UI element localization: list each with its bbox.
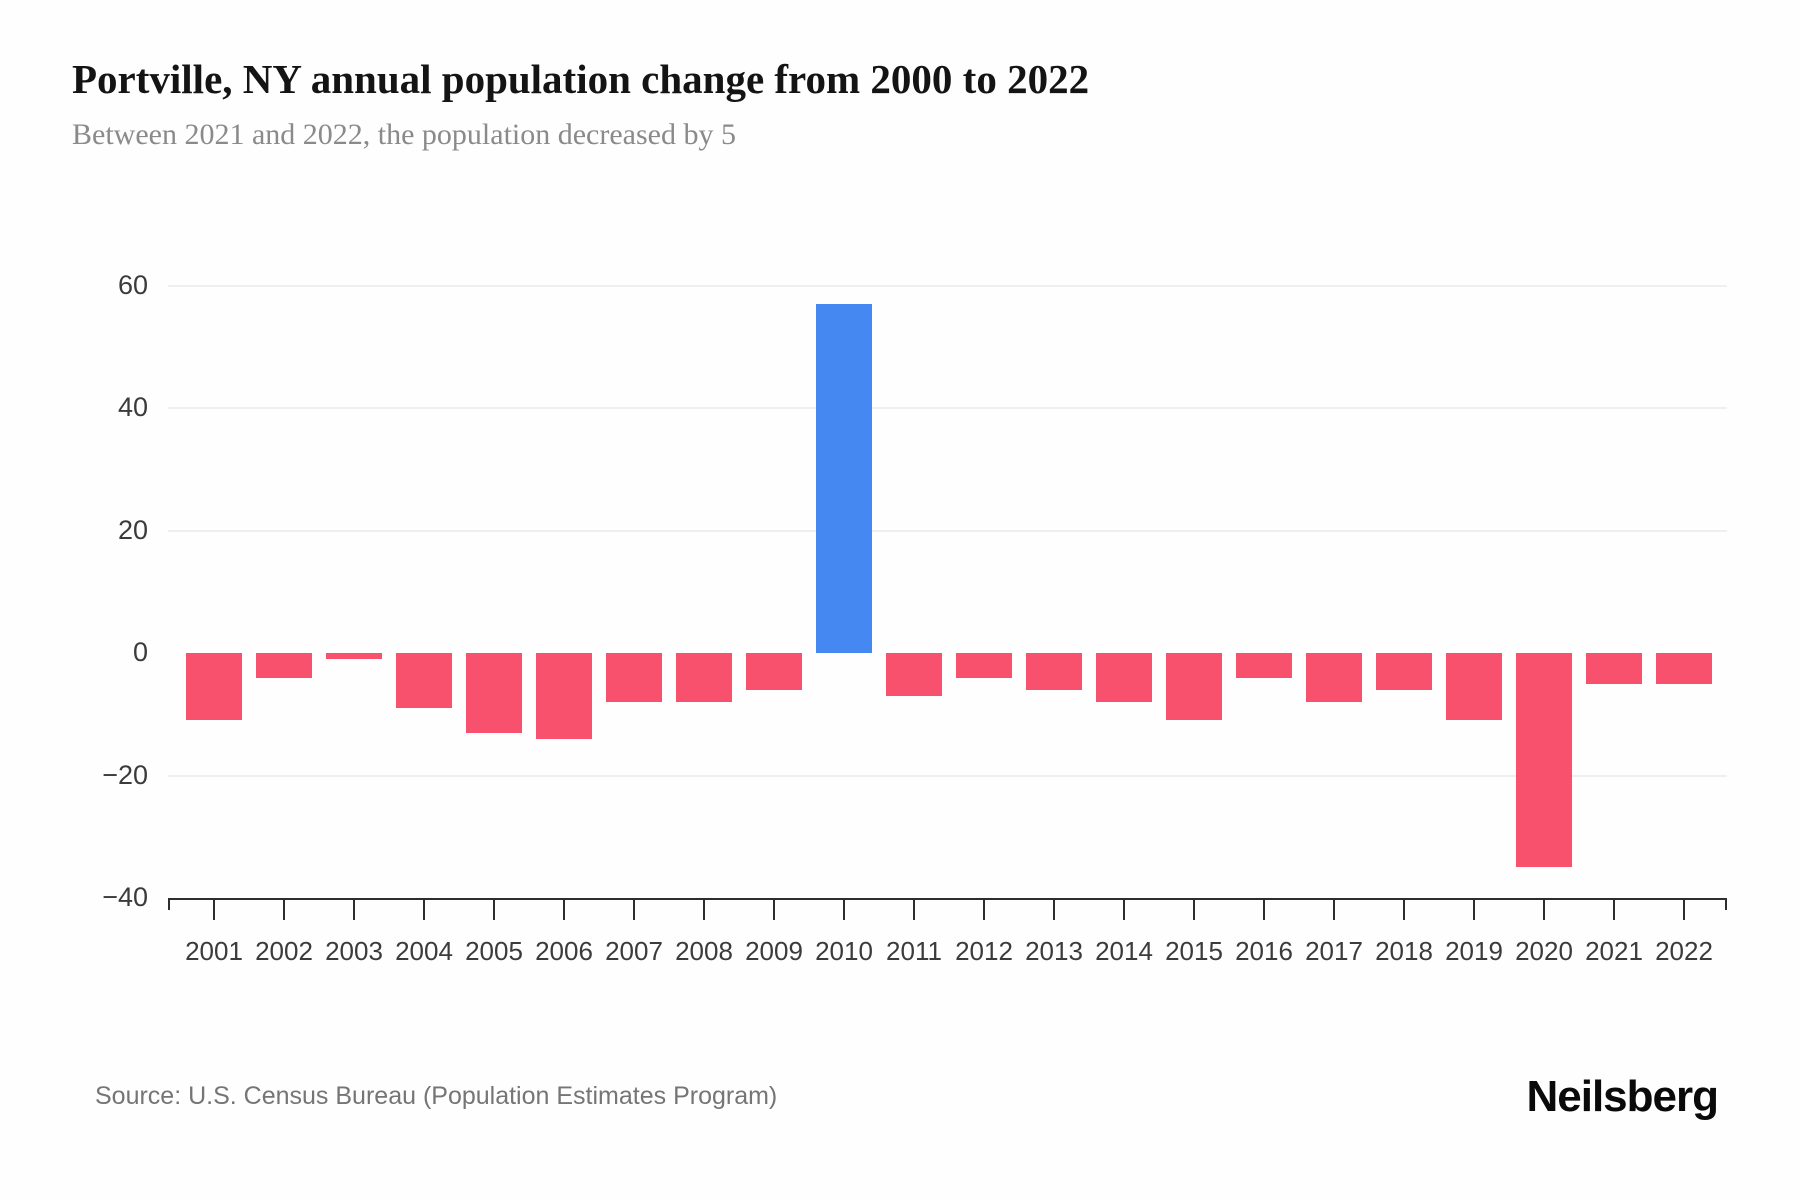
bar-2017[interactable] (1306, 653, 1362, 702)
x-axis-tick-2009 (773, 898, 775, 920)
x-axis-label-2017: 2017 (1305, 936, 1363, 966)
gridline-20 (168, 529, 1727, 532)
x-axis-tick-2022 (1683, 898, 1685, 920)
x-axis-tick-2020 (1543, 898, 1545, 920)
chart-subtitle: Between 2021 and 2022, the population de… (72, 118, 736, 151)
x-axis-tick-2014 (1123, 898, 1125, 920)
x-axis-label-2008: 2008 (675, 936, 733, 966)
bar-2005[interactable] (466, 653, 522, 733)
x-axis-label-2014: 2014 (1095, 936, 1153, 966)
x-axis-tick-2012 (983, 898, 985, 920)
bar-2004[interactable] (396, 653, 452, 709)
bar-2008[interactable] (676, 653, 732, 702)
x-axis-label-2001: 2001 (185, 936, 243, 966)
bar-2010[interactable] (816, 303, 872, 653)
bar-2020[interactable] (1516, 653, 1572, 868)
x-axis-label-2019: 2019 (1445, 936, 1503, 966)
x-axis-end-tick-1 (1725, 898, 1727, 910)
x-axis-tick-2019 (1473, 898, 1475, 920)
bar-2019[interactable] (1446, 653, 1502, 721)
x-axis-label-2009: 2009 (745, 936, 803, 966)
bar-2016[interactable] (1236, 653, 1292, 678)
x-axis-tick-2007 (633, 898, 635, 920)
bar-2021[interactable] (1586, 653, 1642, 684)
x-axis-label-2012: 2012 (955, 936, 1013, 966)
x-axis-tick-2011 (913, 898, 915, 920)
x-axis-tick-2013 (1053, 898, 1055, 920)
x-axis-tick-2002 (283, 898, 285, 920)
y-axis-label-60: 60 (117, 269, 148, 300)
brand-logo: Neilsberg (1526, 1072, 1719, 1121)
x-axis-tick-2005 (493, 898, 495, 920)
source-text: Source: U.S. Census Bureau (Population E… (95, 1082, 778, 1110)
x-axis-label-2004: 2004 (395, 936, 453, 966)
y-axis-label-0: 0 (132, 637, 148, 667)
gridline--20 (168, 774, 1727, 777)
bar-2006[interactable] (536, 653, 592, 739)
chart-title: Portville, NY annual population change f… (72, 56, 1090, 102)
x-axis-tick-2003 (353, 898, 355, 920)
x-axis-label-2022: 2022 (1655, 936, 1713, 966)
bar-2002[interactable] (256, 653, 312, 678)
bar-2009[interactable] (746, 653, 802, 690)
bar-2015[interactable] (1166, 653, 1222, 721)
x-axis-label-2018: 2018 (1375, 936, 1433, 966)
x-axis-label-2021: 2021 (1585, 936, 1643, 966)
y-axis-label-20: 20 (117, 514, 148, 545)
x-axis-label-2015: 2015 (1165, 936, 1223, 966)
bar-2007[interactable] (606, 653, 662, 702)
x-axis-label-2016: 2016 (1235, 936, 1293, 966)
x-axis-label-2006: 2006 (535, 936, 593, 966)
gridline-60 (168, 284, 1727, 287)
y-axis-label-40: 40 (117, 392, 148, 422)
x-axis-tick-2016 (1263, 898, 1265, 920)
x-axis-label-2010: 2010 (815, 936, 873, 966)
x-axis-label-2020: 2020 (1515, 936, 1573, 966)
x-axis-label-2007: 2007 (605, 936, 663, 966)
x-axis-label-2005: 2005 (465, 936, 523, 966)
x-axis-label-2002: 2002 (255, 936, 313, 966)
x-axis-tick-2010 (843, 898, 845, 920)
x-axis-line (168, 898, 1727, 900)
x-axis-tick-2018 (1403, 898, 1405, 920)
x-axis-tick-2001 (213, 898, 215, 920)
x-axis-label-2013: 2013 (1025, 936, 1083, 966)
bar-2018[interactable] (1376, 653, 1432, 690)
x-axis-tick-2015 (1193, 898, 1195, 920)
x-axis-tick-2008 (703, 898, 705, 920)
bar-2012[interactable] (956, 653, 1012, 678)
y-axis-label--20: −20 (102, 759, 148, 790)
x-axis-tick-2006 (563, 898, 565, 920)
bar-2011[interactable] (886, 653, 942, 696)
x-axis-label-2011: 2011 (886, 936, 942, 966)
x-axis-tick-2021 (1613, 898, 1615, 920)
bar-2001[interactable] (186, 653, 242, 721)
x-axis-tick-2017 (1333, 898, 1335, 920)
bar-2022[interactable] (1656, 653, 1712, 684)
bar-2013[interactable] (1026, 653, 1082, 690)
x-axis-label-2003: 2003 (325, 936, 383, 966)
bar-2003[interactable] (326, 653, 382, 660)
bar-2014[interactable] (1096, 653, 1152, 702)
y-axis-label--40: −40 (102, 882, 148, 912)
x-axis-end-tick-0 (168, 898, 170, 910)
gridline-40 (168, 407, 1727, 409)
x-axis-tick-2004 (423, 898, 425, 920)
